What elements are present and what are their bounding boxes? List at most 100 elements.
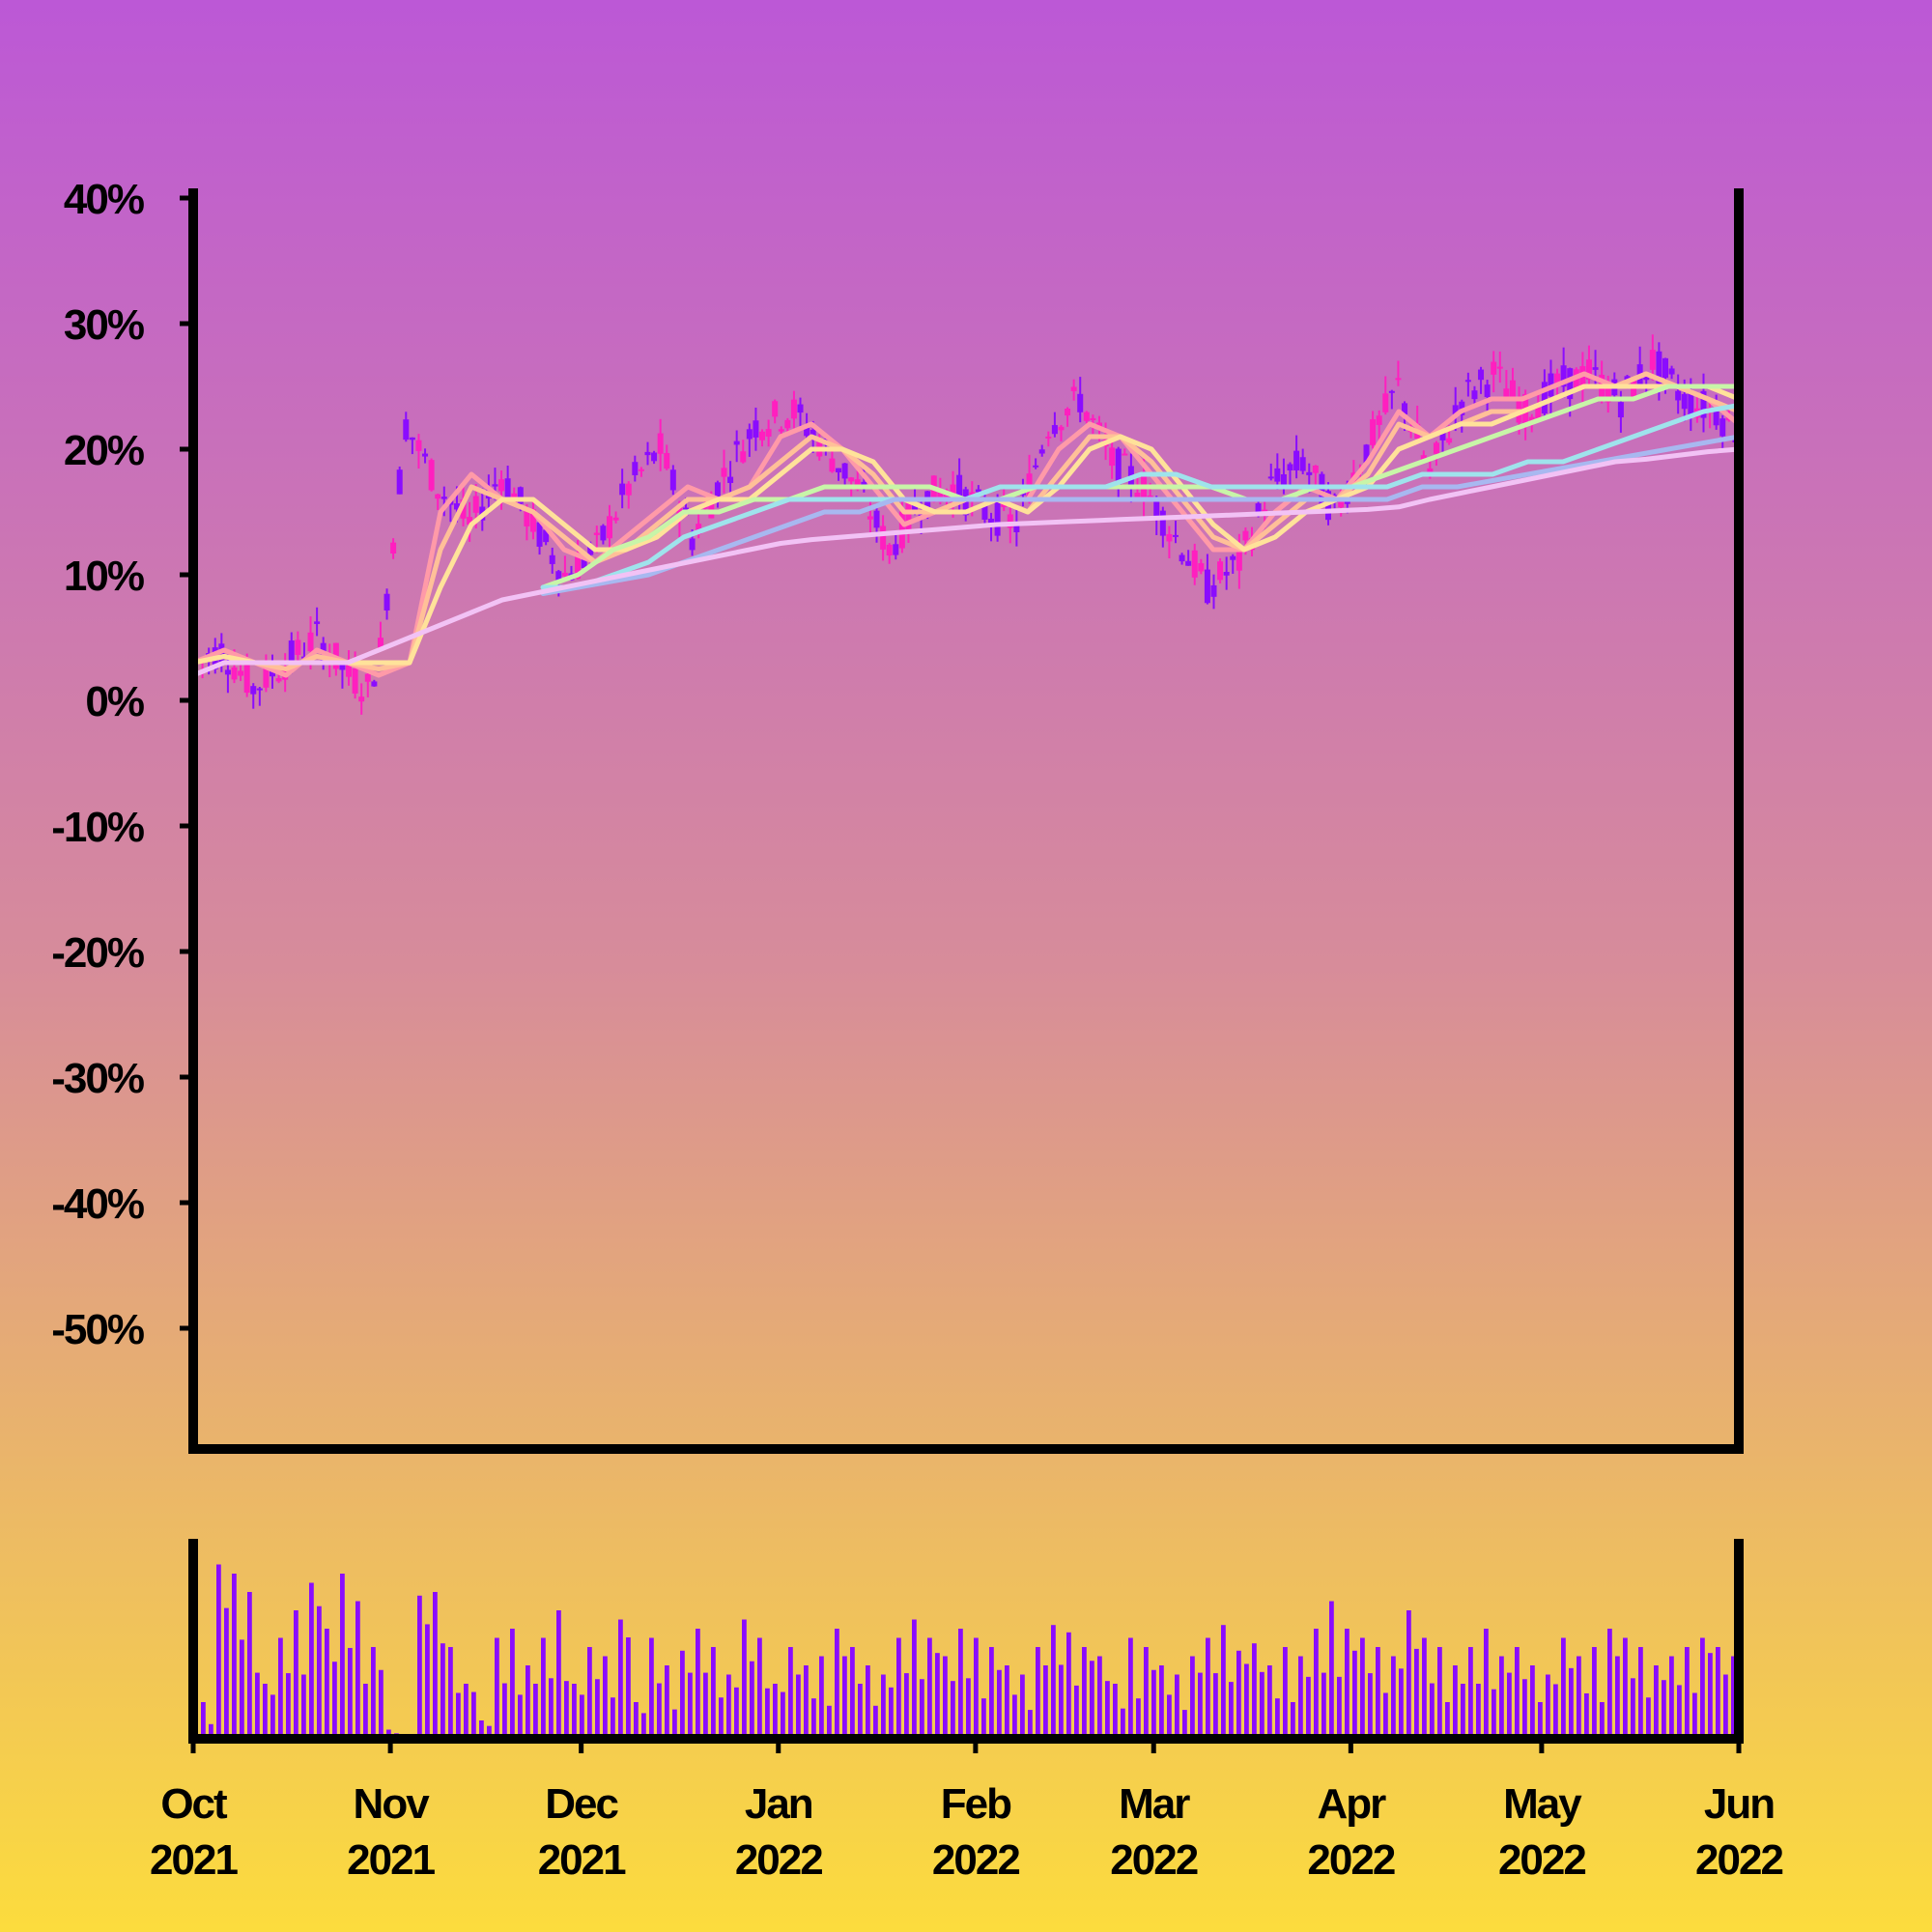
candle-body	[1700, 390, 1707, 418]
volume-bar	[1213, 1673, 1218, 1739]
volume-bar	[1399, 1668, 1404, 1739]
volume-bar	[270, 1694, 275, 1739]
candle-body	[498, 479, 505, 492]
volume-bar	[1005, 1665, 1009, 1739]
volume-bar	[1607, 1629, 1612, 1739]
volume-bar	[1507, 1672, 1512, 1739]
candle-body	[524, 508, 530, 526]
volume-bar	[611, 1697, 615, 1739]
volume-bar	[781, 1691, 785, 1739]
x-tick-month: Feb	[941, 1780, 1011, 1828]
volume-bar	[255, 1672, 260, 1739]
candle-body	[377, 638, 384, 649]
x-tick-month: Jun	[1704, 1780, 1774, 1828]
candle-body	[1567, 368, 1574, 400]
candle-body	[460, 498, 467, 519]
candle-body	[696, 524, 702, 535]
volume-bar	[1059, 1664, 1064, 1739]
candle-body	[1045, 436, 1052, 439]
candle-body	[1503, 388, 1510, 400]
candle-body	[517, 487, 524, 504]
moving-average-line	[540, 403, 1742, 590]
candle-body	[810, 429, 816, 438]
x-tick-year: 2022	[932, 1836, 1019, 1884]
volume-bar	[974, 1637, 979, 1739]
candle-body	[905, 502, 912, 529]
volume-bar	[1206, 1637, 1210, 1739]
volume-bar	[209, 1723, 213, 1739]
candle-body	[1675, 390, 1682, 401]
candle-body	[467, 517, 473, 526]
candle-body	[1363, 444, 1370, 463]
volume-bar	[240, 1639, 244, 1739]
candle-body	[575, 555, 582, 580]
volume-bar	[1051, 1625, 1056, 1739]
moving-average-line	[190, 384, 1742, 666]
candle-body	[1688, 392, 1694, 416]
candle-body	[727, 476, 734, 483]
volume-bar	[765, 1688, 770, 1739]
volume-bar	[471, 1691, 476, 1739]
volume-bar	[1406, 1610, 1411, 1739]
y-tick-label: -10%	[51, 804, 144, 851]
volume-bar	[417, 1595, 422, 1739]
candle-body	[1090, 417, 1096, 420]
volume-bar	[1066, 1632, 1071, 1739]
candle-body	[1491, 361, 1497, 375]
volume-bar	[1368, 1673, 1373, 1739]
volume-bar	[1445, 1702, 1450, 1739]
candle-body	[644, 451, 651, 456]
volume-bar	[904, 1673, 909, 1739]
volume-bar	[1151, 1669, 1156, 1739]
candle-body	[880, 526, 887, 550]
volume-bar	[1422, 1637, 1427, 1739]
volume-bar	[672, 1709, 677, 1739]
volume-bar	[1221, 1625, 1226, 1739]
candle-body	[1236, 546, 1242, 571]
candle-body	[472, 496, 479, 513]
volume-bar	[1306, 1676, 1311, 1739]
candle-body	[975, 489, 981, 493]
candle-body	[1541, 382, 1548, 414]
candle-body	[1605, 385, 1611, 403]
candle-body	[256, 688, 263, 691]
volume-bar	[688, 1672, 693, 1739]
volume-bar	[966, 1678, 971, 1739]
candle-body	[1134, 493, 1141, 497]
volume-bar	[665, 1665, 669, 1739]
volume-bar	[1175, 1674, 1179, 1739]
candle-body	[708, 499, 715, 519]
volume-bar	[309, 1582, 314, 1739]
candle-body	[1370, 419, 1377, 445]
volume-bar	[1553, 1684, 1558, 1739]
candle-body	[612, 517, 619, 521]
candle-body	[1115, 448, 1122, 486]
candle-body	[1280, 474, 1287, 489]
volume-bar	[1716, 1647, 1720, 1739]
candle-body	[804, 427, 810, 437]
volume-bar	[943, 1656, 948, 1739]
x-axis-ticks: Oct 2021 Nov 2021 Dec 2021 Jan 2022 Feb 2022 Mar 20…	[150, 1739, 1784, 1884]
volume-bar	[1036, 1647, 1040, 1739]
volume-bar	[726, 1674, 731, 1739]
candle-body	[1179, 554, 1185, 562]
candle-body	[1656, 351, 1662, 384]
candle-body	[1464, 380, 1471, 383]
candle-body	[396, 469, 403, 495]
volume-bar	[1321, 1672, 1326, 1739]
volume-bar	[603, 1656, 608, 1739]
candle-body	[1274, 468, 1281, 482]
x-tick-year: 2021	[347, 1836, 435, 1884]
volume-bar	[487, 1725, 492, 1739]
volume-bar	[835, 1629, 839, 1739]
candle-body	[1058, 426, 1065, 431]
volume-bar	[981, 1698, 986, 1739]
candle-body	[1083, 412, 1090, 421]
moving-average-line	[540, 384, 1742, 590]
candle-body	[829, 458, 836, 472]
candle-body	[581, 557, 587, 569]
y-tick-label: -40%	[51, 1180, 144, 1228]
volume-bar	[1190, 1656, 1195, 1739]
candle-body	[1051, 425, 1058, 435]
